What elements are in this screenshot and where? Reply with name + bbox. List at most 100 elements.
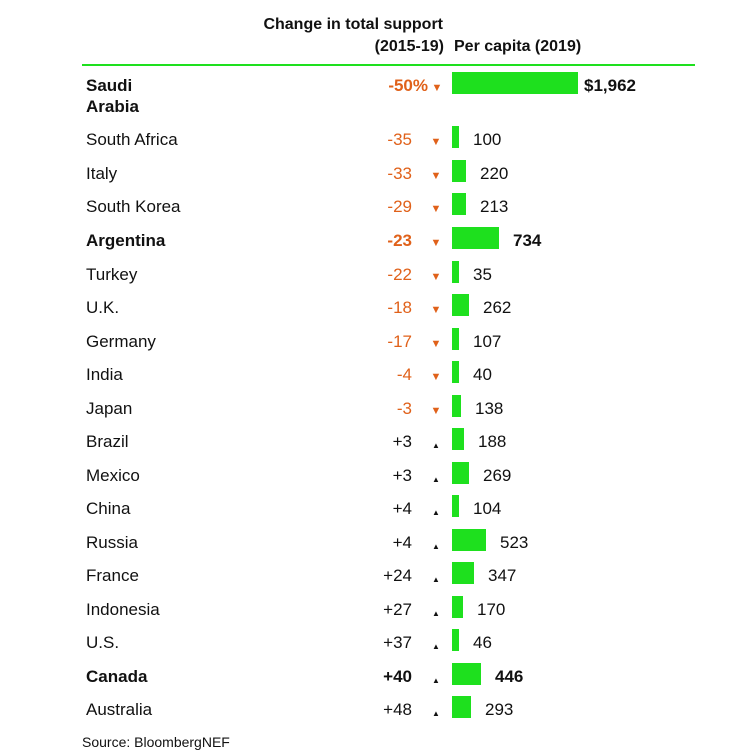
up-triangle-icon: ▲ — [432, 575, 440, 584]
country-label: Mexico — [86, 466, 140, 485]
per-capita-value: 347 — [488, 566, 517, 585]
per-capita-bar — [452, 428, 464, 450]
down-triangle-icon: ▼ — [430, 271, 442, 283]
country-label: Brazil — [86, 432, 129, 451]
change-value: +48 — [383, 700, 412, 719]
change-value: -3 — [396, 399, 412, 418]
change-value: +27 — [383, 600, 412, 619]
per-capita-bar — [452, 193, 466, 215]
per-capita-value: 104 — [473, 499, 502, 518]
change-value: -35 — [387, 130, 412, 149]
country-label: Turkey — [86, 265, 138, 284]
per-capita-value: $1,962 — [584, 76, 636, 95]
table-row: China +4 ▲ 104 — [0, 495, 750, 532]
table-row: South Korea -29 ▼ 213 — [0, 193, 750, 230]
down-triangle-icon: ▼ — [430, 371, 442, 383]
per-capita-value: 170 — [477, 600, 506, 619]
per-capita-column-header: Per capita (2019) — [454, 38, 582, 55]
per-capita-bar — [452, 663, 481, 685]
table-row: U.S. +37 ▲ 46 — [0, 629, 750, 666]
down-triangle-icon: ▼ — [430, 405, 442, 417]
change-column-header: Change in total support — [263, 16, 443, 33]
per-capita-value: 40 — [473, 365, 492, 384]
table-row: Russia +4 ▲ 523 — [0, 529, 750, 566]
per-capita-bar — [452, 361, 459, 383]
per-capita-value: 46 — [473, 633, 492, 652]
up-triangle-icon: ▲ — [432, 441, 440, 450]
country-label: China — [86, 499, 131, 518]
per-capita-bar — [452, 696, 471, 718]
country-label: Russia — [86, 533, 138, 552]
up-triangle-icon: ▲ — [432, 609, 440, 618]
per-capita-value: 523 — [500, 533, 529, 552]
table-row: Mexico +3 ▲ 269 — [0, 462, 750, 499]
table-row: Argentina -23 ▼ 734 — [0, 227, 750, 264]
table-row: Italy -33 ▼ 220 — [0, 160, 750, 197]
country-label: France — [86, 566, 139, 585]
up-triangle-icon: ▲ — [432, 709, 440, 718]
per-capita-value: 262 — [483, 298, 512, 317]
change-value: +4 — [392, 499, 412, 518]
per-capita-value: 188 — [478, 432, 507, 451]
table-row: India -4 ▼ 40 — [0, 361, 750, 398]
up-triangle-icon: ▲ — [432, 508, 440, 517]
header-rule — [82, 64, 695, 66]
country-label: Indonesia — [86, 600, 160, 619]
country-label: U.S. — [86, 633, 120, 652]
per-capita-bar — [452, 395, 461, 417]
per-capita-bar — [452, 562, 474, 584]
per-capita-bar — [452, 596, 463, 618]
per-capita-value: 734 — [513, 231, 542, 250]
per-capita-bar — [452, 294, 469, 316]
down-triangle-icon: ▼ — [430, 136, 442, 148]
per-capita-value: 293 — [485, 700, 514, 719]
per-capita-value: 100 — [473, 130, 502, 149]
table-row: Australia +48 ▲ 293 — [0, 696, 750, 733]
country-label: Japan — [86, 399, 133, 418]
country-label: Italy — [86, 164, 118, 183]
down-triangle-icon: ▼ — [430, 338, 442, 350]
per-capita-bar — [452, 495, 459, 517]
table-row: Indonesia +27 ▲ 170 — [0, 596, 750, 633]
country-label: Saudi Arabia — [86, 76, 139, 116]
country-label: U.K. — [86, 298, 120, 317]
table-row: Turkey -22 ▼ 35 — [0, 261, 750, 298]
change-value: -22 — [387, 265, 412, 284]
country-label: Argentina — [86, 231, 166, 250]
country-label: Germany — [86, 332, 156, 351]
per-capita-bar — [452, 462, 469, 484]
change-value: +4 — [392, 533, 412, 552]
country-label: South Korea — [86, 197, 181, 216]
change-value: +3 — [392, 432, 412, 451]
change-value: +24 — [383, 566, 412, 585]
change-value: -23 — [387, 231, 412, 250]
down-triangle-icon: ▼ — [430, 237, 442, 249]
change-value: +37 — [383, 633, 412, 652]
up-triangle-icon: ▲ — [432, 542, 440, 551]
change-value: -33 — [387, 164, 412, 183]
change-value: -4 — [396, 365, 412, 384]
per-capita-value: 107 — [473, 332, 502, 351]
table-row: U.K. -18 ▼ 262 — [0, 294, 750, 331]
per-capita-value: 220 — [480, 164, 509, 183]
country-label: South Africa — [86, 130, 178, 149]
down-triangle-icon: ▼ — [430, 170, 442, 182]
up-triangle-icon: ▲ — [432, 676, 440, 685]
source-note: Source: BloombergNEF — [82, 734, 230, 750]
per-capita-bar — [452, 160, 466, 182]
per-capita-value: 138 — [475, 399, 504, 418]
table-row: Saudi Arabia -50% ▼ $1,962 — [0, 72, 750, 116]
per-capita-bar — [452, 261, 459, 283]
change-value: -17 — [387, 332, 412, 351]
change-value: +40 — [383, 667, 412, 686]
change-value: -18 — [387, 298, 412, 317]
down-triangle-icon: ▼ — [431, 82, 443, 94]
per-capita-value: 35 — [473, 265, 492, 284]
table-row: Brazil +3 ▲ 188 — [0, 428, 750, 465]
per-capita-value: 213 — [480, 197, 509, 216]
up-triangle-icon: ▲ — [432, 475, 440, 484]
country-label: Canada — [86, 667, 148, 686]
change-column-period: (2015-19) — [374, 38, 444, 55]
country-label: Australia — [86, 700, 153, 719]
down-triangle-icon: ▼ — [430, 203, 442, 215]
